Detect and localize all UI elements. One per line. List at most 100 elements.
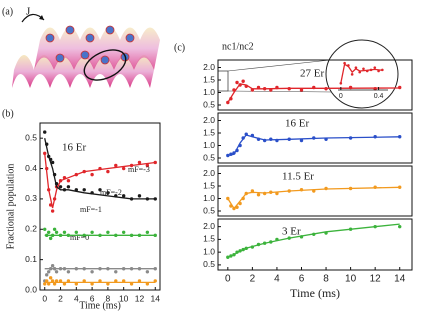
plot-frame — [217, 218, 413, 271]
data-point — [50, 264, 55, 268]
y-tick-label: 0.5 — [203, 152, 215, 162]
data-point — [241, 79, 245, 83]
annotation: 11.5 Er — [282, 171, 314, 183]
plot: 0.5 1.0 1.5 2.0 27 Er (c) nc1/nc2 — [174, 41, 413, 111]
data-point — [58, 279, 63, 283]
x-tick-label: 14 — [151, 293, 161, 303]
plot: 0 0.4 — [338, 61, 388, 100]
data-point — [82, 279, 86, 283]
data-point — [54, 270, 59, 274]
y-tick-label: 2.0 — [203, 115, 215, 125]
x-tick-label: 12 — [370, 274, 382, 285]
y-tick-label: 1.0 — [203, 193, 215, 203]
data-point — [145, 163, 150, 168]
data-point — [145, 270, 150, 274]
data-point — [121, 194, 126, 198]
data-point — [50, 209, 55, 213]
y-tick-label: 1.5 — [203, 127, 215, 137]
data-point — [114, 163, 118, 168]
data-point — [54, 230, 59, 235]
data-point — [362, 67, 365, 71]
data-point — [398, 185, 402, 189]
data-point — [66, 185, 71, 189]
x-tick-label: 8 — [106, 293, 111, 303]
y-tick-label: 1.5 — [203, 234, 215, 244]
series-label: mF=-2 — [100, 188, 122, 197]
data-point — [235, 80, 239, 85]
y-tick-label: 0.0 — [25, 284, 37, 294]
data-point — [48, 276, 53, 280]
data-point — [137, 194, 142, 198]
data-point — [43, 151, 47, 156]
fit-line — [44, 138, 156, 200]
data-point — [373, 66, 377, 69]
data-point — [45, 273, 49, 277]
y-tick-label: 0.4 — [25, 163, 37, 173]
x-axis-label: Time (ms) — [79, 300, 121, 311]
data-point — [46, 282, 51, 286]
fit-line — [227, 83, 400, 103]
data-point — [52, 227, 57, 231]
data-point — [90, 282, 94, 286]
lattice-illustration: (a) J — [2, 6, 160, 88]
series-label: mF=0 — [70, 233, 89, 242]
data-point — [62, 282, 67, 286]
y-tick-label: 2.0 — [203, 221, 215, 231]
y-tick-label: 1.5 — [203, 180, 215, 190]
x-tick-label: 0 — [225, 274, 231, 285]
data-point — [98, 279, 102, 283]
series-label: mF=-3 — [128, 165, 150, 174]
data-point — [43, 227, 47, 231]
fit-line — [227, 134, 400, 157]
data-point — [106, 191, 110, 195]
plot: 0.5 1.0 1.5 2.0 0 2 4 6 8 10 12 14 3 Er Time (ms) — [203, 218, 413, 300]
fit-line — [340, 63, 383, 84]
plot: 0.5 1.0 1.5 2.0 16 Er — [203, 112, 413, 164]
data-point — [90, 172, 94, 177]
y-axis-label: nc1/nc2 — [222, 41, 254, 52]
y-tick-label: 0.5 — [203, 205, 215, 215]
y-tick-label: 1.0 — [203, 87, 215, 97]
data-point — [52, 282, 57, 286]
data-point — [43, 282, 47, 286]
plot: 0.5 1.0 1.5 2.0 11.5 Er — [203, 165, 413, 217]
x-tick-label: 4 — [74, 293, 79, 303]
data-point — [137, 160, 142, 165]
data-point — [66, 279, 71, 283]
y-tick-label: 0.3 — [25, 193, 37, 203]
panel-label: (c) — [174, 42, 185, 53]
data-point — [354, 66, 358, 69]
plot: 0.0 0.1 0.2 0.3 0.4 0.5 0 2 4 6 8 10 12 14 mF=-3 mF=-2 m… — [2, 108, 161, 311]
x-tick-label: 6 — [299, 274, 305, 285]
data-point — [82, 188, 86, 192]
y-tick-label: 0.5 — [203, 99, 215, 109]
x-tick-label: 8 — [323, 274, 329, 285]
y-tick-label: 0.5 — [25, 132, 37, 142]
plot-frame — [217, 112, 413, 164]
data-point — [137, 279, 142, 283]
data-point — [299, 88, 304, 92]
annotation: 27 Er — [300, 68, 324, 80]
data-point — [106, 282, 110, 286]
data-point — [398, 135, 402, 139]
plot-frame — [39, 122, 161, 291]
y-tick-label: 0.1 — [25, 254, 37, 264]
data-point — [114, 270, 118, 274]
callout-line — [227, 59, 331, 72]
fit-line — [44, 153, 156, 209]
y-tick-label: 2.0 — [203, 168, 215, 178]
y-axis-label: Fractional population — [5, 164, 16, 250]
x-axis-label: Time (ms) — [290, 286, 340, 300]
data-point — [153, 279, 157, 283]
data-point — [43, 130, 47, 134]
x-tick-label: 10 — [119, 293, 129, 303]
data-point — [50, 160, 55, 165]
y-tick-label: 1.5 — [203, 74, 215, 84]
x-tick-label: 12 — [135, 293, 145, 303]
data-point — [74, 282, 79, 286]
x-tick-label: 0.4 — [374, 93, 384, 100]
data-point — [62, 230, 67, 235]
annotation: 16 Er — [62, 142, 86, 154]
x-tick-label: 2 — [58, 293, 63, 303]
data-point — [46, 270, 51, 274]
